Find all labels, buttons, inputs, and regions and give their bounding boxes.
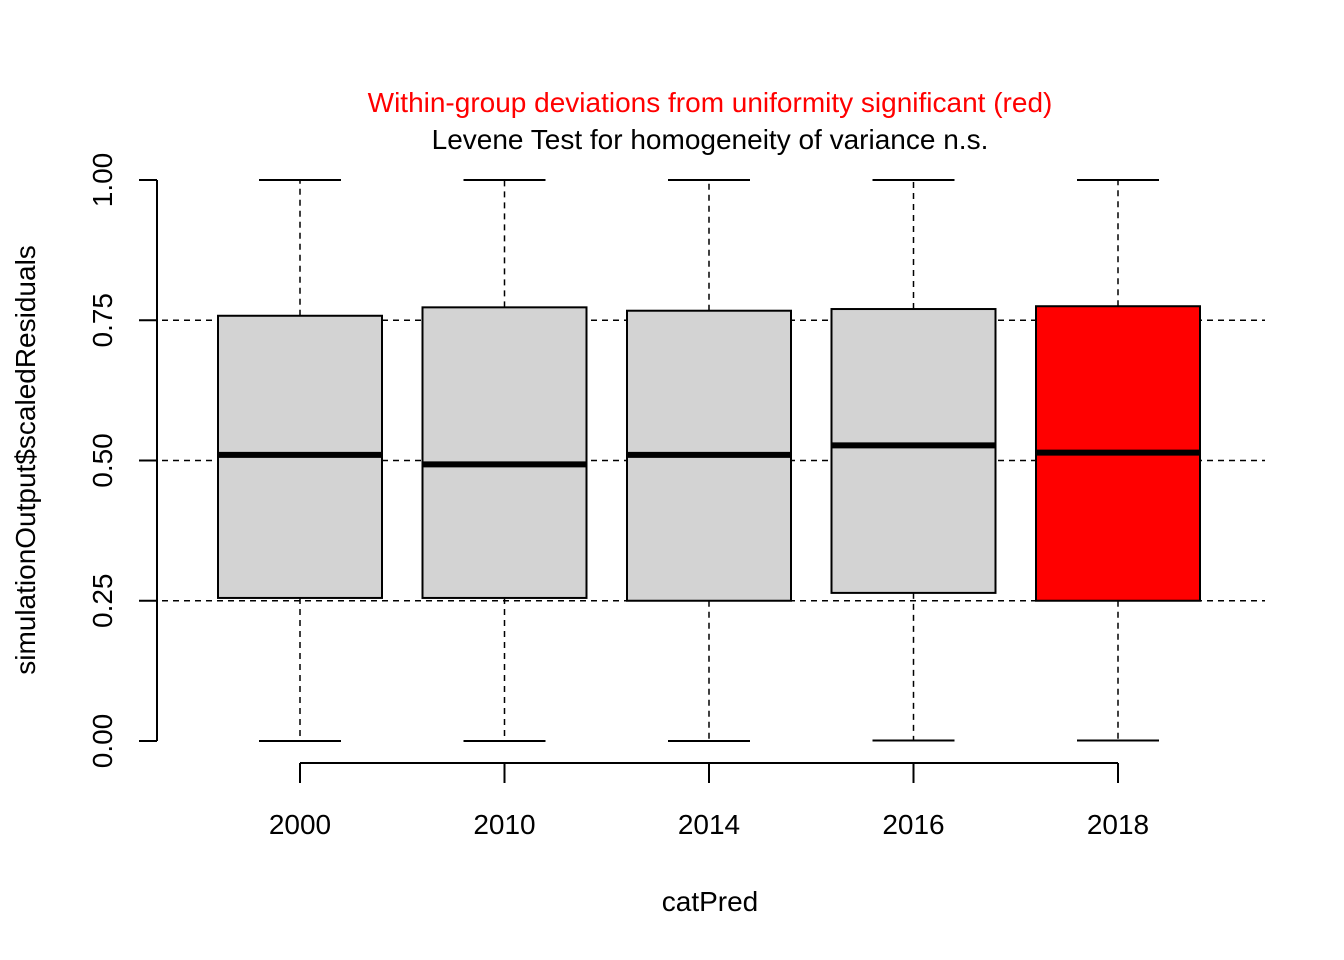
y-tick-label: 0.25 [87,574,118,629]
iqr-box [421,306,588,599]
y-tick-label: 0.00 [87,714,118,769]
boxes [217,179,1201,742]
box-2014 [626,179,792,742]
x-tick-label: 2018 [1087,809,1149,840]
y-tick-label: 0.50 [87,433,118,488]
x-tick-label: 2016 [882,809,944,840]
x-tick-label: 2010 [473,809,535,840]
box-2018 [1035,179,1201,742]
x-axis: 2000 2010 2014 2016 2018 [269,762,1149,840]
x-axis-label: catPred [662,886,759,917]
y-axis: 0.00 0.25 0.50 0.75 1.00 [87,153,158,769]
y-axis-label: simulationOutput$scaledResiduals [10,245,41,675]
chart-subtitle: Levene Test for homogeneity of variance … [432,124,989,155]
box-2000 [217,179,383,742]
x-tick-label: 2014 [678,809,740,840]
box-2010 [421,179,588,742]
y-tick-label: 1.00 [87,153,118,208]
y-tick-label: 0.75 [87,293,118,348]
box-2016 [830,179,997,742]
chart-title: Within-group deviations from uniformity … [368,87,1053,118]
x-tick-label: 2000 [269,809,331,840]
iqr-box [830,308,997,594]
